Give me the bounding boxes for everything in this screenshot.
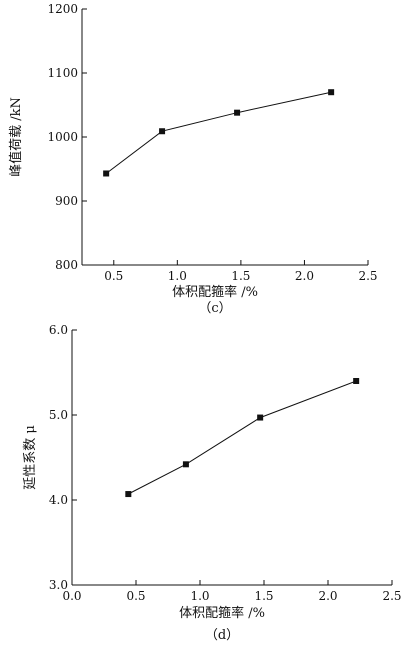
y-tick-label: 1200 — [47, 2, 78, 16]
y-axis-title: 峰值荷载 /kN — [8, 97, 24, 177]
x-tick-label: 2.0 — [295, 269, 314, 283]
chart-panel-d: 3.0 4.0 5.0 6.0 0.0 0.5 1.0 1.5 2.0 2.5 体积配箍率 /% 延性… — [23, 323, 402, 643]
x-tick-label: 2.0 — [318, 589, 337, 603]
y-tick-label: 6.0 — [49, 323, 68, 337]
y-axis-title: 延性系数 μ — [23, 425, 38, 490]
x-tick-label: 0.5 — [104, 269, 123, 283]
data-point — [182, 461, 189, 468]
y-tick-label: 1000 — [47, 130, 78, 144]
data-point — [257, 414, 264, 421]
data-point — [353, 378, 360, 384]
x-tick-label: 0.5 — [126, 589, 145, 603]
x-tick-label: 1.0 — [190, 589, 209, 603]
data-point — [159, 128, 166, 135]
y-tick-label: 4.0 — [49, 493, 68, 507]
y-tick-label: 3.0 — [49, 578, 68, 592]
series-line — [105, 91, 332, 174]
data-point — [234, 109, 241, 116]
data-point — [328, 89, 335, 96]
x-axis-title: 体积配箍率 /% — [172, 284, 258, 300]
panel-label: （c） — [198, 301, 231, 316]
x-tick-label: 2.5 — [358, 269, 377, 283]
y-tick-label: 800 — [55, 258, 78, 272]
y-tick-label: 1100 — [47, 66, 78, 80]
x-tick-label: 1.5 — [231, 269, 250, 283]
series-line — [128, 380, 357, 495]
x-tick-label: 1.5 — [254, 589, 273, 603]
data-point — [103, 170, 110, 177]
x-tick-label: 1.0 — [168, 269, 187, 283]
x-axis-title: 体积配箍率 /% — [179, 605, 265, 621]
y-tick-label: 900 — [55, 194, 78, 208]
data-point — [125, 491, 132, 498]
chart-panel-c: 800 900 1000 1100 1200 0.5 1.0 1.5 2.0 2.5 体积配箍率 /… — [8, 2, 378, 316]
x-tick-label: 0.0 — [62, 589, 81, 603]
panel-label: （d） — [205, 628, 239, 643]
x-tick-label: 2.5 — [382, 589, 401, 603]
y-tick-label: 5.0 — [49, 408, 68, 422]
